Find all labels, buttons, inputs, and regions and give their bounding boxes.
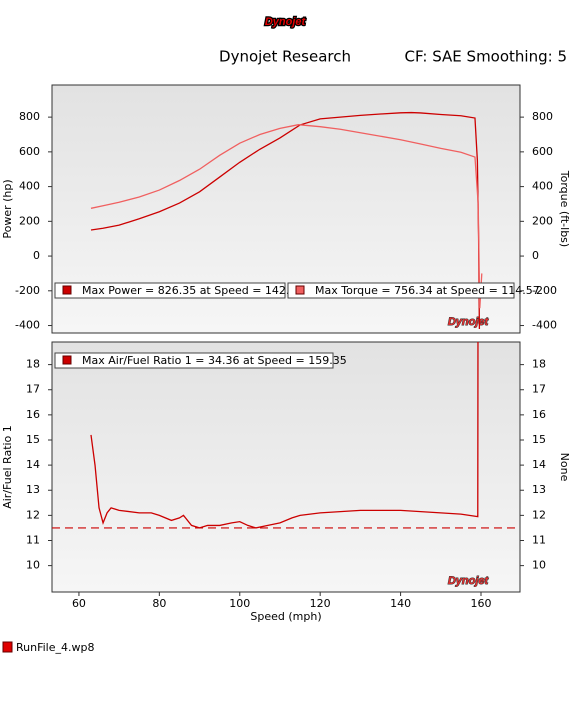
x-tick-label: 140 <box>390 597 411 610</box>
y-tick-label: 0 <box>33 249 40 262</box>
x-axis-label: Speed (mph) <box>250 610 321 623</box>
logo: Dynojet <box>265 16 307 28</box>
x-tick-label: 120 <box>310 597 331 610</box>
y-tick-label: 12 <box>26 508 40 521</box>
y-axis-label: Air/Fuel Ratio 1 <box>1 425 14 509</box>
y2-axis-label: None <box>558 453 571 482</box>
y-tick-label: 400 <box>19 180 40 193</box>
legend-text: Max Air/Fuel Ratio 1 = 34.36 at Speed = … <box>82 354 347 367</box>
y2-tick-label: -200 <box>532 284 557 297</box>
series-group <box>52 342 520 529</box>
y2-tick-label: 400 <box>532 180 553 193</box>
y2-tick-label: 200 <box>532 214 553 227</box>
y-axis-label: Power (hp) <box>1 179 14 238</box>
legend-swatch <box>295 285 305 295</box>
x-tick-label: 100 <box>229 597 250 610</box>
y2-tick-label: 12 <box>532 508 546 521</box>
y-tick-label: 11 <box>26 533 40 546</box>
x-tick-label: 60 <box>72 597 86 610</box>
y2-tick-label: 14 <box>532 458 546 471</box>
y-tick-label: 15 <box>26 433 40 446</box>
y2-tick-label: 13 <box>532 483 546 496</box>
x-tick-label: 160 <box>471 597 492 610</box>
series-line <box>90 124 483 309</box>
y2-tick-label: 600 <box>532 145 553 158</box>
y-tick-label: 17 <box>26 383 40 396</box>
header-info: CF: SAE Smoothing: 5 <box>404 48 567 66</box>
y2-tick-label: -400 <box>532 319 557 332</box>
y2-tick-label: 16 <box>532 408 546 421</box>
y-tick-label: -200 <box>15 284 40 297</box>
legend-swatch <box>62 355 72 365</box>
legend-text: Max Torque = 756.34 at Speed = 114.57 <box>315 284 540 297</box>
legend-box <box>54 352 334 369</box>
legend-text: Max Power = 826.35 at Speed = 142.68 <box>82 284 303 297</box>
y2-tick-label: 11 <box>532 533 546 546</box>
y-tick-label: 10 <box>26 559 40 572</box>
x-tick-label: 80 <box>152 597 166 610</box>
y2-tick-label: 10 <box>532 559 546 572</box>
y2-tick-label: 0 <box>532 249 539 262</box>
y-tick-label: 18 <box>26 358 40 371</box>
y2-tick-label: 800 <box>532 110 553 123</box>
y2-axis-label: Torque (ft-lbs) <box>558 170 571 247</box>
y-tick-label: 800 <box>19 110 40 123</box>
series-line <box>90 111 481 330</box>
legend-box <box>287 282 515 299</box>
file-icon <box>2 641 13 653</box>
series-line <box>90 342 479 529</box>
file-name[interactable]: RunFile_4.wp8 <box>16 641 94 654</box>
y-tick-label: 13 <box>26 483 40 496</box>
y-tick-label: 200 <box>19 214 40 227</box>
y2-tick-label: 15 <box>532 433 546 446</box>
series-group <box>90 111 483 330</box>
y-tick-label: 16 <box>26 408 40 421</box>
watermark: Dynojet <box>448 575 490 587</box>
y-tick-label: -400 <box>15 319 40 332</box>
y-tick-label: 14 <box>26 458 40 471</box>
y2-tick-label: 17 <box>532 383 546 396</box>
plot-area <box>51 341 521 593</box>
y2-tick-label: 18 <box>532 358 546 371</box>
watermark: Dynojet <box>448 316 490 328</box>
y-tick-label: 600 <box>19 145 40 158</box>
legend-box <box>54 282 286 299</box>
legend-swatch <box>62 285 72 295</box>
header-title: Dynojet Research <box>219 48 351 66</box>
